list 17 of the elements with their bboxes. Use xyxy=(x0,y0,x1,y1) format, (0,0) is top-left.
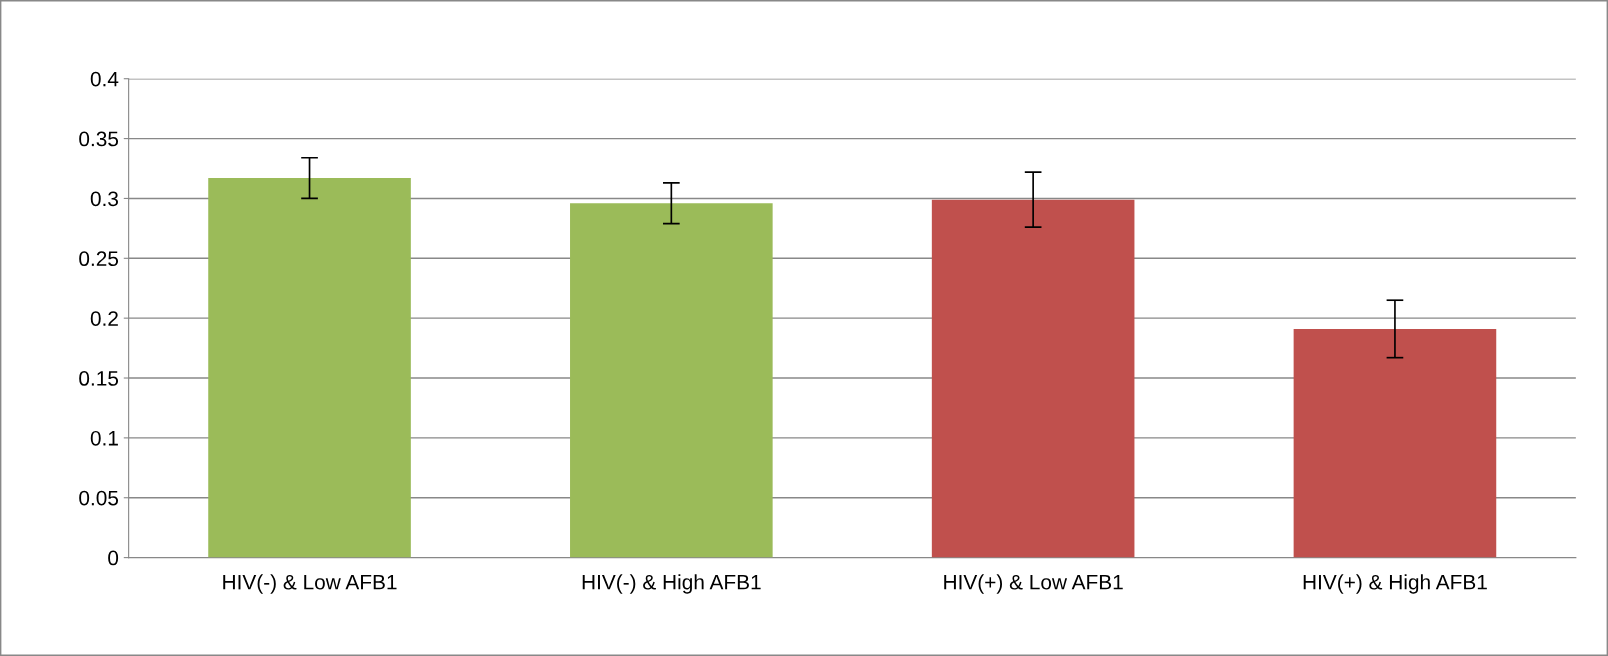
bar xyxy=(570,203,773,558)
x-tick-label: HIV(+) & High AFB1 xyxy=(1303,574,1487,594)
y-tick-label: 0.35 xyxy=(79,131,119,147)
y-tick-label: 0.1 xyxy=(90,430,118,446)
x-tick-label: HIV(-) & Low AFB1 xyxy=(223,574,397,594)
y-tick-label: 0.3 xyxy=(90,191,118,207)
bar xyxy=(1293,328,1497,558)
x-tick-label: HIV(-) & High AFB1 xyxy=(582,574,761,594)
y-tick-label: 0.05 xyxy=(79,490,119,506)
bar xyxy=(931,199,1135,558)
y-tick-label: 0 xyxy=(108,550,119,566)
y-tick-label: 0.2 xyxy=(90,311,118,326)
y-tick-label: 0.25 xyxy=(79,251,119,267)
y-tick-label: 0.15 xyxy=(79,371,119,386)
bar xyxy=(208,178,411,558)
y-tick-label: 0.4 xyxy=(90,71,119,87)
x-tick-label: HIV(+) & Low AFB1 xyxy=(944,574,1123,594)
